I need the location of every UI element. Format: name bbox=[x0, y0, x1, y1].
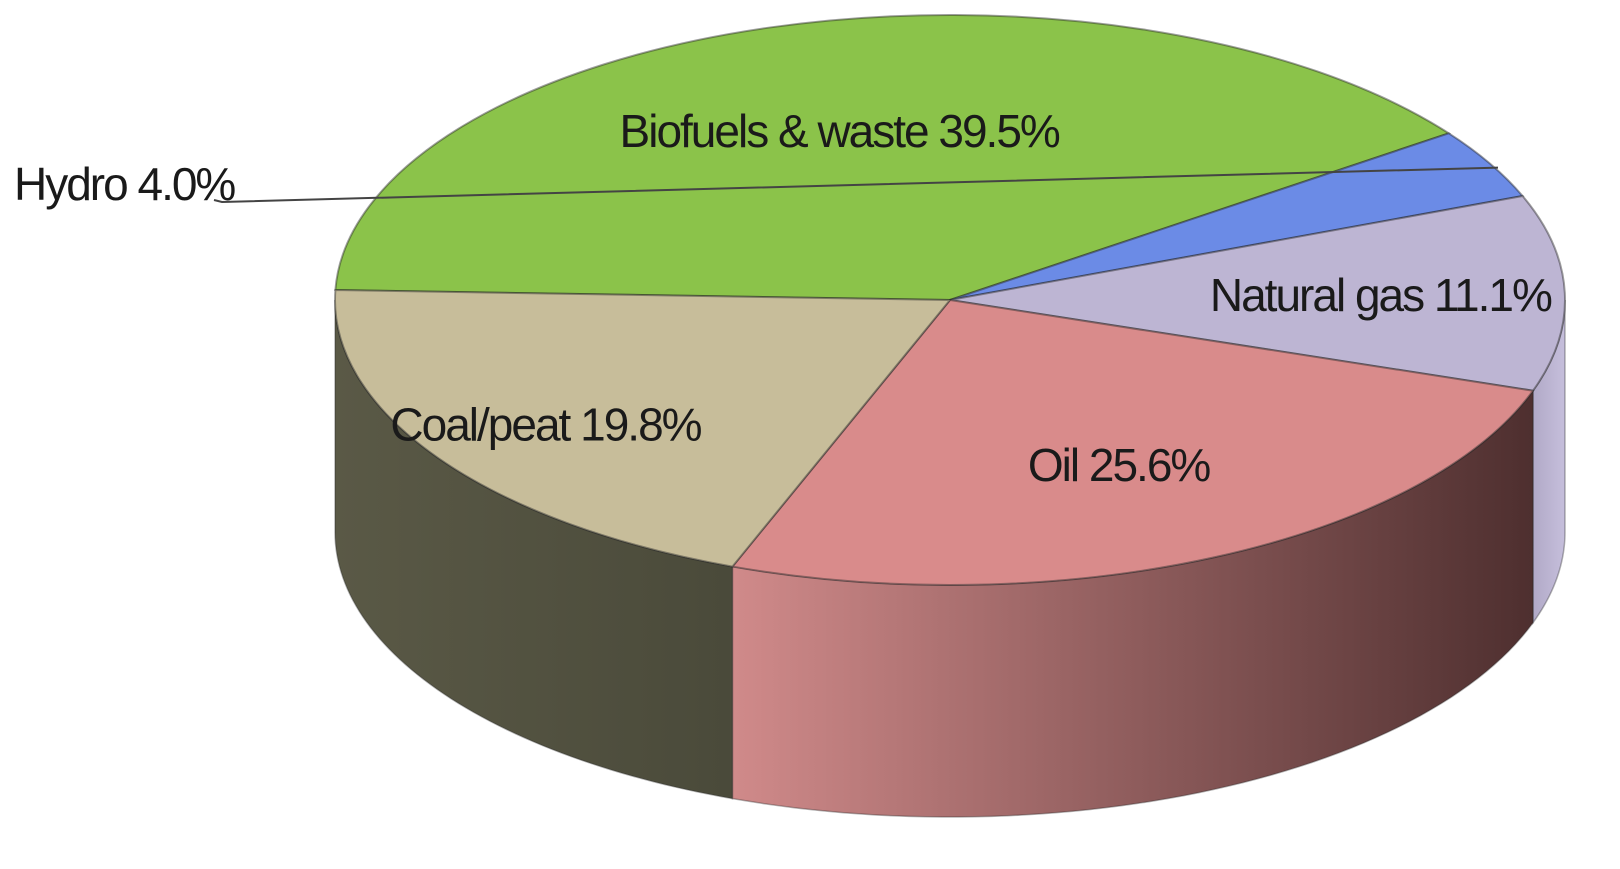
pie-label-biofuels-and-waste: Biofuels & waste 39.5% bbox=[620, 105, 1060, 157]
pie-slice-hydro bbox=[949, 132, 1525, 301]
hydro-leader-line bbox=[213, 166, 1499, 204]
pie-slice-natural-gas bbox=[949, 194, 1566, 392]
pie-side-layer bbox=[334, 299, 1566, 818]
pie-slice-biofuels-and-waste bbox=[334, 14, 1452, 302]
pie-label-hydro: Hydro 4.0% bbox=[14, 158, 235, 210]
pie-slice-oil bbox=[730, 298, 1535, 586]
pie-label-coal-peat: Coal/peat 19.8% bbox=[390, 399, 701, 451]
pie-top-layer bbox=[333, 14, 1566, 586]
pie-label-layer: Biofuels & waste 39.5% Hydro 4.0% Natural … bbox=[14, 105, 1554, 491]
pie-label-oil: Oil 25.6% bbox=[1028, 439, 1211, 491]
pie-label-natural-gas: Natural gas 11.1% bbox=[1210, 269, 1552, 321]
pie-slice-coal-peat bbox=[333, 289, 953, 568]
